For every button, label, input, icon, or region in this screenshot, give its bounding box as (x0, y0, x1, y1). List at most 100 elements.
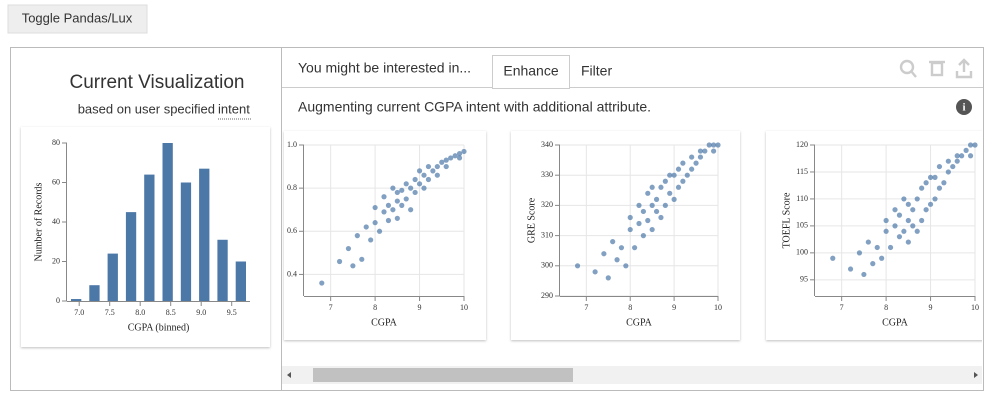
point (461, 148, 467, 155)
bar (162, 143, 173, 301)
intro-text: You might be interested in... (298, 60, 471, 76)
point (941, 180, 947, 186)
point (385, 202, 392, 208)
left-subtitle: based on user specified (78, 101, 215, 116)
point (618, 245, 625, 251)
x-tick-label: 9 (929, 303, 933, 312)
point (680, 160, 686, 166)
point (905, 217, 911, 224)
y-tick-label: 20 (52, 256, 60, 265)
point (847, 266, 854, 272)
point (430, 168, 436, 174)
widget-frame (10, 47, 984, 391)
point (675, 184, 682, 190)
toggle-button[interactable] (7, 4, 148, 34)
point (412, 189, 418, 196)
point (919, 217, 925, 224)
point (408, 207, 414, 213)
tab-label[interactable]: Filter (581, 63, 612, 79)
point (649, 202, 655, 208)
bar (71, 299, 82, 301)
point (914, 196, 920, 202)
point (923, 207, 929, 213)
point (892, 207, 898, 213)
point (645, 217, 651, 224)
point (919, 185, 925, 191)
point (636, 202, 642, 208)
point (856, 250, 863, 256)
point (905, 201, 911, 207)
point (932, 174, 938, 180)
y-tick-label: 100 (796, 248, 808, 257)
point (967, 142, 974, 148)
point (653, 208, 660, 215)
point (945, 158, 951, 164)
point (443, 157, 449, 163)
point (394, 198, 400, 204)
point (883, 217, 889, 224)
point (359, 256, 365, 262)
y-tick-label: 105 (796, 221, 808, 230)
point (967, 153, 974, 159)
point (448, 155, 454, 161)
point (403, 196, 409, 202)
info-icon[interactable] (956, 99, 972, 115)
y-tick-label: 40 (52, 217, 60, 226)
y-tick-label: 115 (796, 167, 808, 176)
point (421, 185, 427, 191)
toolbar-icons (899, 58, 973, 79)
bar (180, 182, 192, 301)
y-axis-label: TOEFL Score (781, 192, 792, 248)
y-axis-label: GRE Score (526, 197, 537, 243)
point (390, 185, 396, 191)
point (954, 153, 960, 159)
point (439, 159, 445, 165)
scroll-thumb[interactable] (313, 368, 573, 382)
point (702, 148, 708, 154)
point (416, 168, 423, 174)
x-axis-label: CGPA (882, 317, 909, 328)
point (945, 169, 951, 175)
bar (125, 212, 137, 301)
tab-enhance[interactable] (492, 55, 570, 89)
y-tick-label: 110 (796, 194, 808, 203)
x-tick-label: 8.0 (135, 308, 145, 317)
point (425, 176, 432, 183)
point (861, 271, 867, 278)
x-axis-label: CGPA (371, 317, 398, 328)
bar (107, 253, 118, 301)
point (614, 257, 620, 263)
y-axis-label: Number of Records (33, 182, 44, 261)
point (403, 181, 409, 187)
point (870, 261, 876, 267)
point (715, 142, 721, 148)
bar (235, 261, 246, 301)
point (425, 163, 432, 170)
point (408, 185, 414, 191)
point (350, 263, 356, 269)
point (345, 245, 352, 252)
x-tick-label: 10 (714, 303, 722, 312)
point (972, 142, 978, 148)
point (896, 234, 903, 240)
info-glyph: i (962, 102, 965, 114)
point (319, 280, 325, 286)
y-tick-label: 310 (541, 230, 553, 239)
y-tick-label: 0 (56, 296, 60, 305)
point (693, 160, 699, 166)
x-tick-label: 9.0 (196, 308, 206, 317)
point (927, 201, 934, 207)
bar (217, 239, 228, 301)
point (443, 163, 449, 170)
y-tick-label: 340 (541, 140, 553, 149)
intent-link[interactable]: intent (218, 101, 250, 116)
x-tick-label: 7 (584, 303, 588, 312)
y-tick-label: 60 (52, 177, 60, 186)
point (697, 148, 704, 154)
point (640, 233, 646, 239)
point (649, 184, 655, 190)
y-tick-label: 0.4 (287, 269, 297, 278)
point (883, 228, 889, 234)
